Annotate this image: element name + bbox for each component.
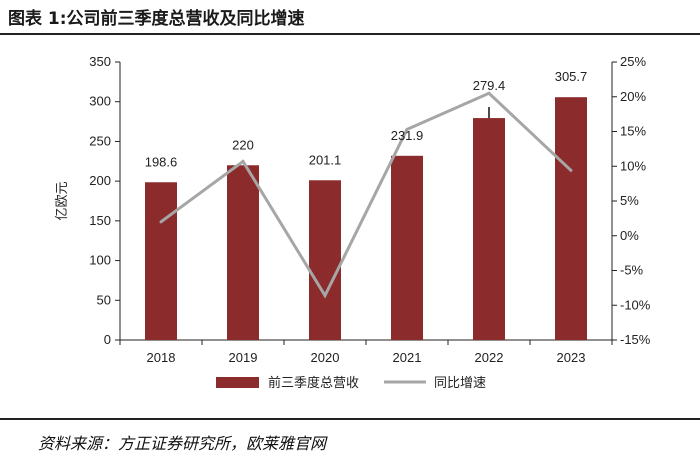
growth-point [405, 127, 409, 131]
bar [145, 182, 177, 340]
bar-data-label: 220 [232, 137, 254, 152]
growth-point [323, 294, 327, 298]
legend: 前三季度总营收 同比增速 [216, 375, 486, 391]
y-tick-label: 150 [89, 213, 111, 228]
growth-line [160, 91, 573, 299]
y2-tick-label: 25% [620, 54, 646, 69]
right-axis-ticks: -15% -10% -5% 0% 5% 10% 15% 20% 25% [612, 54, 651, 347]
x-tick-label: 2023 [557, 350, 586, 365]
y2-tick-label: -10% [620, 297, 651, 312]
y2-tick-label: 5% [620, 193, 639, 208]
y-tick-label: 100 [89, 253, 111, 268]
legend-bar-label: 前三季度总营收 [268, 375, 359, 391]
x-tick-label: 2019 [229, 350, 258, 365]
y-axis-label: 亿欧元 [55, 181, 70, 220]
bar [473, 118, 505, 340]
y-tick-label: 0 [104, 332, 111, 347]
bar-data-label: 305.7 [555, 69, 588, 84]
growth-point [241, 159, 245, 163]
bar [309, 180, 341, 340]
legend-bar-swatch [216, 377, 259, 388]
bar-data-label: 201.1 [309, 152, 342, 167]
y-tick-label: 200 [89, 173, 111, 188]
x-tick-label: 2020 [311, 350, 340, 365]
left-axis-ticks: 0 50 100 150 200 250 300 350 [89, 54, 120, 347]
y2-tick-label: -15% [620, 332, 651, 347]
growth-point [487, 91, 491, 95]
source-note: 资料来源：方正证券研究所，欧莱雅官网 [38, 434, 327, 453]
x-tick-label: 2021 [393, 350, 422, 365]
x-axis-ticks: 2018 2019 2020 2021 2022 2023 [119, 340, 613, 365]
y2-tick-label: 0% [620, 228, 639, 243]
y-tick-label: 350 [89, 54, 111, 69]
y-tick-label: 250 [89, 133, 111, 148]
y2-tick-label: 15% [620, 124, 646, 139]
top-rule [0, 33, 700, 35]
y-tick-label: 300 [89, 94, 111, 109]
bar [391, 155, 423, 340]
y2-tick-label: -5% [620, 263, 644, 278]
bottom-rule [0, 418, 700, 420]
bar [227, 165, 259, 340]
x-tick-label: 2022 [475, 350, 504, 365]
legend-line-label: 同比增速 [434, 376, 486, 391]
bar [555, 97, 587, 340]
bar-data-label: 279.4 [473, 78, 506, 93]
x-tick-label: 2018 [147, 350, 176, 365]
bar-data-label: 198.6 [145, 154, 178, 169]
bar-data-label: 231.9 [391, 128, 424, 143]
y2-tick-label: 10% [620, 158, 646, 173]
growth-point [569, 168, 573, 172]
chart-axes [119, 62, 613, 341]
figure-title: 图表 1:公司前三季度总营收及同比增速 [8, 9, 305, 29]
growth-line-series: 198.6 220 201.1 231.9 279.4 305.7 [145, 69, 588, 299]
bar-series [145, 97, 587, 340]
y2-tick-label: 20% [620, 89, 646, 104]
y-tick-label: 50 [97, 292, 111, 307]
growth-point [159, 220, 163, 224]
